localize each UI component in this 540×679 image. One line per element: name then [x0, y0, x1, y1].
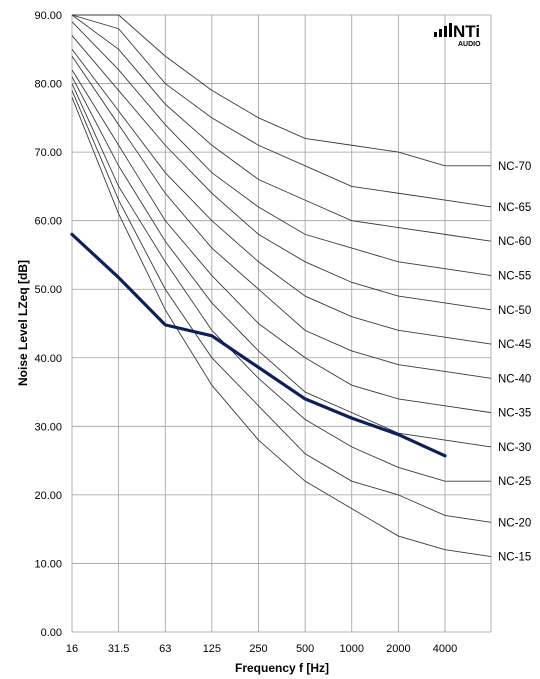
- y-tick-label: 30.00: [34, 421, 62, 433]
- x-tick-label: 63: [159, 643, 171, 655]
- nc-curve: [71, 69, 492, 414]
- nc-curve: [71, 76, 492, 448]
- nc-curve: [71, 55, 492, 379]
- nc-curve-label: NC-40: [498, 373, 531, 385]
- x-tick-label: 31.5: [108, 643, 129, 655]
- logo-bar-1: [434, 32, 437, 37]
- nc-curve-label: NC-30: [498, 442, 531, 454]
- x-tick-label: 125: [203, 643, 221, 655]
- nc-curve-label: NC-25: [498, 476, 531, 488]
- y-tick-label: 10.00: [34, 558, 62, 570]
- nc-curve-label: NC-20: [498, 517, 531, 529]
- nc-curve: [72, 14, 491, 167]
- nc-curve: [71, 14, 492, 242]
- x-tick-label: 16: [66, 643, 78, 655]
- y-tick-label: 20.00: [34, 490, 62, 502]
- nc-curve-label: NC-70: [498, 161, 531, 173]
- nc-curve: [71, 14, 492, 208]
- nc-curve: [71, 21, 492, 276]
- nc-curve-label: NC-65: [498, 202, 531, 214]
- nc-curve-label: NC-15: [498, 552, 531, 564]
- nti-audio-logo: NTi AUDIO: [434, 22, 481, 48]
- y-axis-tick-labels: 0.00 10.00 20.00 30.00 40.00 50.00 60.00 70.00 8…: [34, 10, 62, 639]
- nc-curve: [71, 35, 492, 311]
- nc-curves: [71, 14, 492, 558]
- x-tick-label: 250: [249, 643, 267, 655]
- nc-curve-label: NC-50: [498, 305, 531, 317]
- nc-curve-labels: NC-70 NC-65 NC-60 NC-55 NC-50 NC-45 NC-40 NC-35…: [498, 161, 531, 564]
- x-tick-label: 4000: [433, 643, 457, 655]
- logo-bar-3: [444, 26, 447, 37]
- y-tick-label: 80.00: [34, 79, 62, 91]
- nc-curve-label: NC-35: [498, 408, 531, 420]
- nc-curve: [71, 83, 491, 482]
- y-tick-label: 50.00: [34, 284, 62, 296]
- nc-curve-label: NC-60: [498, 236, 531, 248]
- logo-brand: NTi: [453, 22, 480, 41]
- x-tick-label: 1000: [340, 643, 364, 655]
- y-tick-label: 70.00: [34, 147, 62, 159]
- logo-sub: AUDIO: [458, 41, 481, 48]
- x-axis-title: Frequency f [Hz]: [235, 661, 329, 675]
- nc-curve-label: NC-45: [498, 339, 531, 351]
- logo-bar-4: [449, 23, 452, 37]
- nc-curve: [71, 97, 492, 558]
- y-tick-label: 40.00: [34, 353, 62, 365]
- x-tick-label: 2000: [386, 643, 410, 655]
- nc-curve-label: NC-55: [498, 271, 531, 283]
- y-axis-title: Noise Level LZeq [dB]: [16, 260, 30, 386]
- nc-curve: [71, 49, 492, 345]
- nc-curve: [71, 90, 492, 523]
- grid: [71, 14, 492, 633]
- x-tick-label: 500: [296, 643, 314, 655]
- logo-bar-2: [439, 29, 442, 37]
- y-tick-label: 0.00: [41, 627, 62, 639]
- x-axis-tick-labels: 16 31.5 63 125 250 500 1000 2000 4000: [66, 643, 457, 655]
- measured-series: [70, 232, 447, 458]
- measured-line: [70, 232, 447, 458]
- y-tick-label: 90.00: [34, 10, 62, 22]
- y-tick-label: 60.00: [34, 216, 62, 228]
